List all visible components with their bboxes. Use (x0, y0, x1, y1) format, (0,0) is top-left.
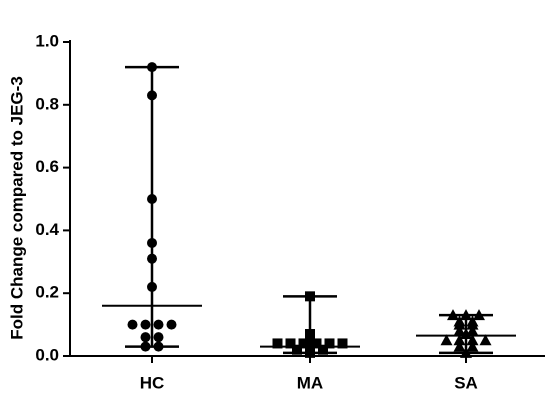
point (473, 309, 485, 321)
point (337, 338, 348, 349)
point (460, 346, 472, 358)
point (166, 319, 177, 330)
y-axis-label: Fold Change compared to JEG-3 (7, 76, 26, 340)
point (127, 319, 138, 330)
point (324, 338, 335, 349)
point (460, 309, 472, 321)
point (292, 344, 302, 355)
point (285, 338, 296, 349)
point (140, 319, 151, 330)
y-tick-label: 0.0 (35, 345, 59, 364)
point (298, 338, 309, 349)
y-tick-label: 0.4 (35, 220, 59, 239)
point (453, 324, 466, 336)
point (318, 344, 328, 355)
point (305, 291, 315, 302)
point (147, 253, 157, 264)
point (479, 334, 492, 346)
y-tick-label: 1.0 (35, 31, 59, 50)
point (466, 334, 479, 346)
point (153, 341, 164, 352)
point (466, 324, 479, 336)
point (460, 328, 472, 340)
point (305, 329, 315, 340)
point (153, 319, 164, 330)
point (140, 332, 151, 343)
point (147, 281, 157, 292)
point (272, 338, 283, 349)
point (140, 341, 151, 352)
point (147, 62, 157, 73)
point (305, 347, 315, 358)
point (453, 318, 466, 330)
point (447, 309, 459, 321)
y-tick-label: 0.6 (35, 157, 59, 176)
point (147, 237, 157, 248)
x-tick-label: SA (454, 373, 478, 392)
point (311, 338, 322, 349)
y-tick-label: 0.2 (35, 283, 59, 302)
x-tick-label: MA (297, 373, 323, 392)
point (147, 194, 157, 204)
point (466, 340, 479, 352)
point (466, 318, 479, 330)
point (440, 334, 453, 346)
point (453, 334, 466, 346)
y-tick-label: 0.8 (35, 94, 59, 113)
point (305, 335, 315, 346)
x-tick-label: HC (140, 373, 165, 392)
point (147, 90, 157, 101)
point (153, 332, 164, 343)
point (453, 340, 466, 352)
